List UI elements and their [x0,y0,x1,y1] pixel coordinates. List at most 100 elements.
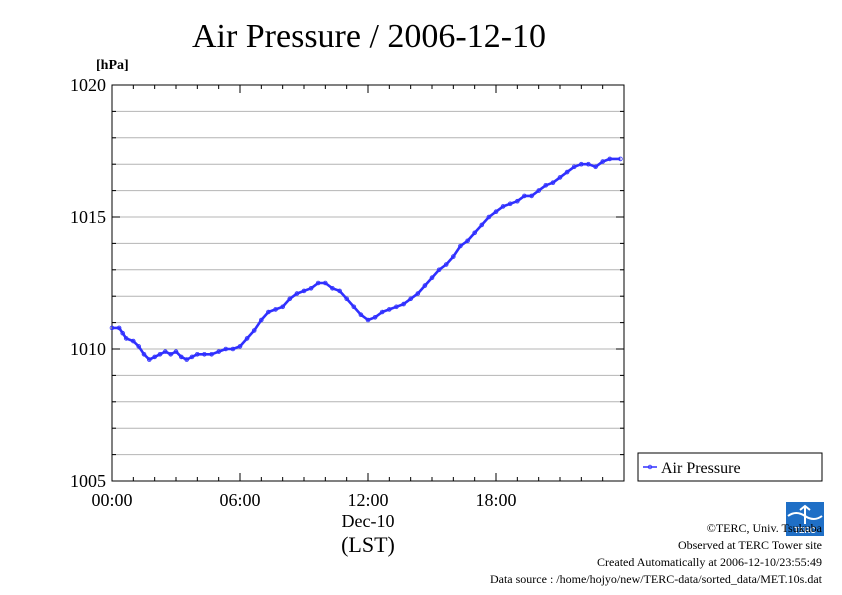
data-point [543,183,549,188]
footer-created: Created Automatically at 2006-12-10/23:5… [597,555,822,569]
footer-copyright: ©TERC, Univ. Tsukuba [706,521,822,535]
data-point [479,222,485,228]
data-point [607,156,613,162]
data-point [179,354,184,360]
data-point [514,198,520,204]
legend-marker-swatch [647,464,653,470]
data-point [273,307,278,312]
data-point [322,280,328,286]
data-point [571,164,577,170]
data-point [500,204,506,209]
data-point [147,357,152,362]
data-point [507,201,513,207]
data-point [436,267,442,273]
x-tick-label: 00:00 [91,490,132,510]
data-point [131,338,136,344]
data-point [450,254,456,259]
data-point [379,309,385,315]
data-point [465,238,470,244]
data-point [408,296,414,302]
terc-logo: TERC [786,502,824,536]
x-tick-label: 06:00 [219,490,260,510]
y-tick-label: 1020 [70,75,106,95]
data-point [529,193,534,199]
data-point [152,354,158,360]
data-point [287,296,293,302]
data-point [184,357,190,362]
data-point [578,161,584,167]
data-point [401,301,406,307]
data-point [209,351,214,357]
data-point [123,336,129,341]
data-point [422,283,428,288]
data-point [173,349,179,354]
data-point [116,325,122,331]
data-point [486,214,492,220]
data-point [586,161,591,167]
data-point [223,346,229,352]
data-point [386,307,392,312]
data-point [337,288,342,294]
data-point [157,351,163,357]
footer-observed: Observed at TERC Tower site [677,538,822,552]
legend: Air Pressure [637,452,823,482]
y-tick-label: 1015 [70,207,106,227]
y-axis-unit-label: [hPa] [96,58,129,73]
data-point [472,230,478,236]
data-point [415,291,421,296]
data-point [237,344,243,349]
x-tick-label: 12:00 [347,490,388,510]
data-point [365,317,371,323]
data-point [251,328,257,333]
legend-label: Air Pressure [661,460,741,477]
data-point [301,288,307,294]
data-point [163,349,168,354]
data-point [109,325,115,331]
data-point [168,351,174,357]
data-point [344,296,350,302]
chart-title: Air Pressure / 2006-12-10 [192,18,546,55]
svg-text:TERC: TERC [794,526,816,535]
data-point [308,285,314,291]
data-point [600,159,605,164]
data-point [244,336,250,341]
data-point [141,351,147,357]
y-tick-label: 1010 [70,339,106,359]
y-tick-labels: 1005 1010 1015 1020 [70,75,106,491]
data-point [358,312,364,318]
x-tick-labels: 00:00 06:00 12:00 18:00 [91,490,516,510]
data-point [557,175,563,180]
data-point [216,349,222,354]
data-point [458,243,463,249]
data-point [315,280,321,286]
data-point [550,180,556,186]
x-tick-label: 18:00 [475,490,516,510]
data-point [189,354,195,360]
data-point [258,317,264,323]
data-point [120,330,125,336]
data-point [429,275,435,281]
data-point [202,351,207,357]
grid-lines [112,110,624,456]
data-point [136,344,142,349]
data-point [493,209,499,215]
data-point [618,156,623,162]
data-point [230,346,236,352]
x-axis-date-label: Dec-10 [342,511,395,531]
plot-frame [111,84,625,482]
data-point [394,304,399,310]
data-point [443,262,449,267]
data-point [280,304,286,310]
data-point [351,304,357,310]
footer-source: Data source : /home/hojyo/new/TERC-data/… [489,572,822,586]
data-point [294,291,300,296]
x-axis-label: (LST) [341,532,395,557]
series-air-pressure [109,156,623,362]
y-tick-label: 1005 [70,471,106,491]
data-point [522,193,527,199]
legend-box [637,452,823,482]
data-point [330,285,335,291]
data-point [536,188,541,193]
data-point [195,351,200,357]
